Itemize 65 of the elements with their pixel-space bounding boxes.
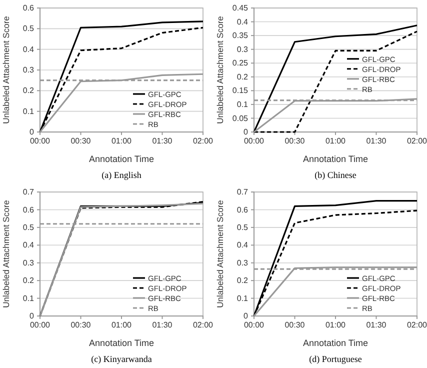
x-tick-label: 01:30 xyxy=(366,320,387,330)
text: (a) English xyxy=(102,170,142,180)
y-tick-label: 0.25 xyxy=(232,58,249,68)
y-tick-label: 0.7 xyxy=(22,188,35,197)
x-tick-label: 01:30 xyxy=(152,136,173,146)
y-tick-label: 0.2 xyxy=(236,276,249,286)
y-axis-title: Unlabeled Attachment Score xyxy=(1,200,11,308)
y-tick-label: 0.3 xyxy=(236,258,249,268)
y-tick-label: 0.6 xyxy=(22,4,35,13)
y-tick-label: 0.1 xyxy=(22,294,35,303)
y-tick-label: 0 xyxy=(244,128,249,137)
x-tick-label: 02:00 xyxy=(406,136,427,146)
x-tick-label: 01:00 xyxy=(325,320,346,330)
y-tick-label: 0.4 xyxy=(22,44,35,54)
x-tick-label: 00:30 xyxy=(70,136,92,146)
y-axis-title: Unlabeled Attachment Score xyxy=(215,200,225,308)
y-tick-label: 0.1 xyxy=(236,100,249,110)
y-tick-label: 0.5 xyxy=(236,222,249,232)
x-tick-label: 01:00 xyxy=(325,136,346,146)
y-tick-label: 0.15 xyxy=(232,86,249,96)
x-axis-title: Annotation Time xyxy=(302,338,368,348)
y-tick-label: 0.4 xyxy=(236,240,249,250)
y-axis-title: Unlabeled Attachment Score xyxy=(1,16,11,124)
x-axis-title: Annotation Time xyxy=(88,154,154,164)
x-tick-label: 01:30 xyxy=(366,136,387,146)
y-tick-label: 0.05 xyxy=(232,114,249,123)
y-tick-label: 0.5 xyxy=(22,24,35,34)
y-tick-label: 0.3 xyxy=(22,258,35,268)
text: (c) Kinyarwanda xyxy=(91,354,152,364)
y-tick-label: 0.3 xyxy=(22,66,35,75)
y-tick-label: 0 xyxy=(30,312,35,321)
x-tick-label: 02:00 xyxy=(192,136,214,146)
y-tick-label: 0.3 xyxy=(236,44,249,54)
y-tick-label: 0.1 xyxy=(22,106,35,116)
x-axis-title: Annotation Time xyxy=(302,154,368,164)
y-tick-label: 0.35 xyxy=(232,31,249,40)
y-tick-label: 0.2 xyxy=(22,276,35,286)
x-tick-label: 02:00 xyxy=(406,320,427,330)
x-tick-label: 00:30 xyxy=(284,136,306,146)
x-tick-label: 00:00 xyxy=(30,320,51,330)
x-tick-label: 01:00 xyxy=(111,136,132,146)
y-tick-label: 0.6 xyxy=(22,205,35,214)
x-tick-label: 00:00 xyxy=(30,136,51,146)
x-tick-label: 01:00 xyxy=(111,320,132,330)
y-tick-label: 0.5 xyxy=(22,222,35,232)
y-tick-label: 0.4 xyxy=(236,17,249,26)
y-tick-label: 0.4 xyxy=(22,240,35,250)
y-tick-label: 0 xyxy=(30,128,35,137)
y-axis-title: Unlabeled Attachment Score xyxy=(215,16,225,124)
x-tick-label: 00:30 xyxy=(70,320,92,330)
y-tick-label: 0.1 xyxy=(236,294,249,303)
x-tick-label: 00:00 xyxy=(244,320,265,330)
x-tick-label: 00:00 xyxy=(244,136,265,146)
y-tick-label: 0 xyxy=(244,312,249,321)
x-tick-label: 00:30 xyxy=(284,320,306,330)
x-axis-title: Annotation Time xyxy=(88,338,154,348)
text: (b) Chinese xyxy=(314,170,356,180)
y-tick-label: 0.45 xyxy=(232,4,249,13)
x-tick-label: 02:00 xyxy=(192,320,214,330)
x-tick-label: 01:30 xyxy=(152,320,173,330)
y-tick-label: 0.6 xyxy=(236,205,249,214)
text: (d) Portuguese xyxy=(309,354,362,364)
y-tick-label: 0.2 xyxy=(236,72,249,82)
y-tick-label: 0.2 xyxy=(22,86,35,96)
y-tick-label: 0.7 xyxy=(236,188,249,197)
